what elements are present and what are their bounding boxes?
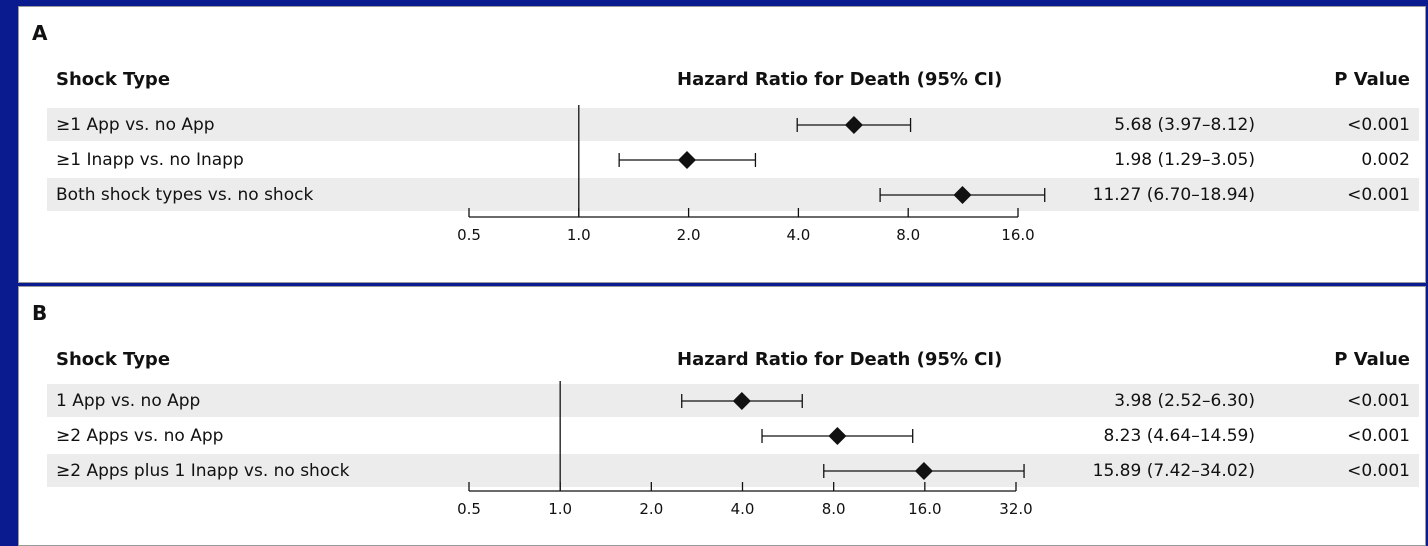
row-label: ≥2 Apps plus 1 Inapp vs. no shock <box>56 461 350 481</box>
row-label: ≥1 Inapp vs. no Inapp <box>56 150 244 170</box>
hazard-ratio-marker <box>828 427 847 445</box>
p-value: <0.001 <box>1347 426 1410 446</box>
hazard-ratio-marker <box>953 186 972 204</box>
panel-letter: B <box>32 301 48 325</box>
hazard-ratio-marker <box>914 462 933 480</box>
p-value-header: P Value <box>1334 69 1410 90</box>
x-tick-label: 4.0 <box>786 226 810 244</box>
row-label: ≥1 App vs. no App <box>56 115 215 135</box>
row-label: Both shock types vs. no shock <box>56 185 314 205</box>
row-band <box>47 108 1419 141</box>
x-tick-label: 32.0 <box>999 500 1032 518</box>
shock-type-header: Shock Type <box>56 349 171 370</box>
x-tick-label: 2.0 <box>639 500 663 518</box>
p-value: <0.001 <box>1347 391 1410 411</box>
forest-plot-b: 0.5 1.0 2.0 4.0 8.0 16.0 32.0 <box>457 381 1033 518</box>
shock-type-header: Shock Type <box>56 69 171 90</box>
forest-panel-a: A Shock Type Hazard Ratio for Death (95%… <box>18 6 1426 283</box>
x-tick-label: 16.0 <box>1001 226 1034 244</box>
row-label: ≥2 Apps vs. no App <box>56 426 224 446</box>
x-tick-label: 4.0 <box>731 500 755 518</box>
x-tick-label: 0.5 <box>457 500 481 518</box>
hazard-ratio-marker <box>678 151 697 169</box>
hazard-ratio-value: 11.27 (6.70–18.94) <box>1092 185 1255 205</box>
p-value: <0.001 <box>1347 461 1410 481</box>
p-value: <0.001 <box>1347 185 1410 205</box>
forest-plot-a: 0.5 1.0 2.0 4.0 8.0 16.0 <box>457 105 1046 244</box>
x-tick-label: 2.0 <box>677 226 701 244</box>
x-tick-label: 0.5 <box>457 226 481 244</box>
row-label: 1 App vs. no App <box>56 391 201 411</box>
row-band <box>47 178 1419 211</box>
p-value: <0.001 <box>1347 115 1410 135</box>
hazard-ratio-value: 3.98 (2.52–6.30) <box>1114 391 1255 411</box>
hazard-ratio-marker <box>732 392 751 410</box>
row-band <box>47 454 1419 487</box>
x-tick-label: 1.0 <box>548 500 572 518</box>
p-value: 0.002 <box>1361 150 1410 170</box>
hazard-ratio-value: 15.89 (7.42–34.02) <box>1092 461 1255 481</box>
x-tick-label: 8.0 <box>896 226 920 244</box>
hazard-ratio-value: 5.68 (3.97–8.12) <box>1114 115 1255 135</box>
x-tick-label: 1.0 <box>567 226 591 244</box>
hazard-ratio-header: Hazard Ratio for Death (95% CI) <box>677 69 1003 90</box>
hazard-ratio-value: 1.98 (1.29–3.05) <box>1114 150 1255 170</box>
hazard-ratio-marker <box>844 116 863 134</box>
panel-letter: A <box>32 21 48 45</box>
hazard-ratio-value: 8.23 (4.64–14.59) <box>1103 426 1255 446</box>
hazard-ratio-header: Hazard Ratio for Death (95% CI) <box>677 349 1003 370</box>
p-value-header: P Value <box>1334 349 1410 370</box>
forest-panel-b: B Shock Type Hazard Ratio for Death (95%… <box>18 286 1426 546</box>
x-tick-label: 8.0 <box>822 500 846 518</box>
x-tick-label: 16.0 <box>908 500 941 518</box>
